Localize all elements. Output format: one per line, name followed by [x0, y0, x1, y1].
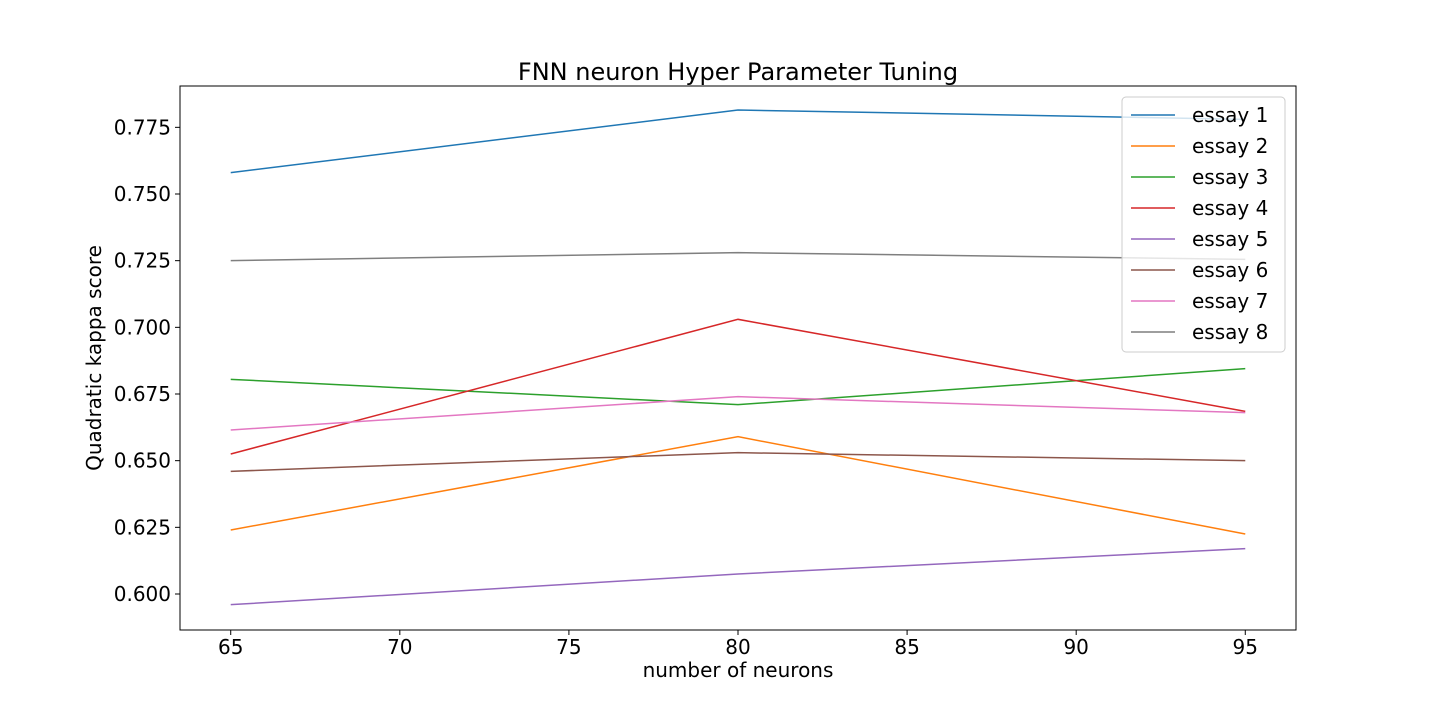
x-tick-label: 95	[1233, 635, 1258, 659]
legend: essay 1 essay 2 essay 3 essay 4 essay 5 essay…	[1121, 96, 1286, 353]
legend-box	[1121, 96, 1286, 353]
y-tick-label: 0.700	[114, 315, 171, 339]
x-tick-label: 75	[556, 635, 581, 659]
y-tick-label: 0.725	[114, 249, 171, 273]
chart-title: FNN neuron Hyper Parameter Tuning	[518, 58, 958, 86]
y-tick-label: 0.625	[114, 515, 171, 539]
y-axis-label: Quadratic kappa score	[82, 245, 106, 471]
legend-label-3: essay 3	[1192, 165, 1268, 189]
x-axis: 65 70 75 80 85 90 95	[218, 630, 1258, 659]
legend-label-6: essay 6	[1192, 258, 1268, 282]
series-line-8	[230, 251, 1246, 262]
series-line-7	[230, 395, 1246, 431]
series-layer	[230, 109, 1246, 606]
x-tick-label: 80	[725, 635, 750, 659]
series-line-5	[230, 547, 1246, 606]
series-line-4	[230, 318, 1246, 455]
y-tick-label: 0.675	[114, 382, 171, 406]
y-tick-label: 0.650	[114, 449, 171, 473]
series-line-2	[230, 435, 1246, 535]
y-tick-label: 0.775	[114, 115, 171, 139]
legend-label-5: essay 5	[1192, 227, 1268, 251]
x-axis-label: number of neurons	[643, 658, 834, 682]
series-line-6	[230, 451, 1246, 473]
x-tick-label: 70	[387, 635, 412, 659]
y-tick-label: 0.750	[114, 182, 171, 206]
legend-label-1: essay 1	[1192, 103, 1268, 127]
legend-label-2: essay 2	[1192, 134, 1268, 158]
y-axis: 0.600 0.625 0.650 0.675 0.700 0.725 0.750 0.775	[114, 115, 180, 606]
legend-label-7: essay 7	[1192, 289, 1268, 313]
y-tick-label: 0.600	[114, 582, 171, 606]
x-tick-label: 90	[1063, 635, 1088, 659]
series-line-1	[230, 109, 1246, 174]
legend-label-8: essay 8	[1192, 320, 1268, 344]
x-tick-label: 85	[894, 635, 919, 659]
legend-label-4: essay 4	[1192, 196, 1268, 220]
x-tick-label: 65	[218, 635, 243, 659]
